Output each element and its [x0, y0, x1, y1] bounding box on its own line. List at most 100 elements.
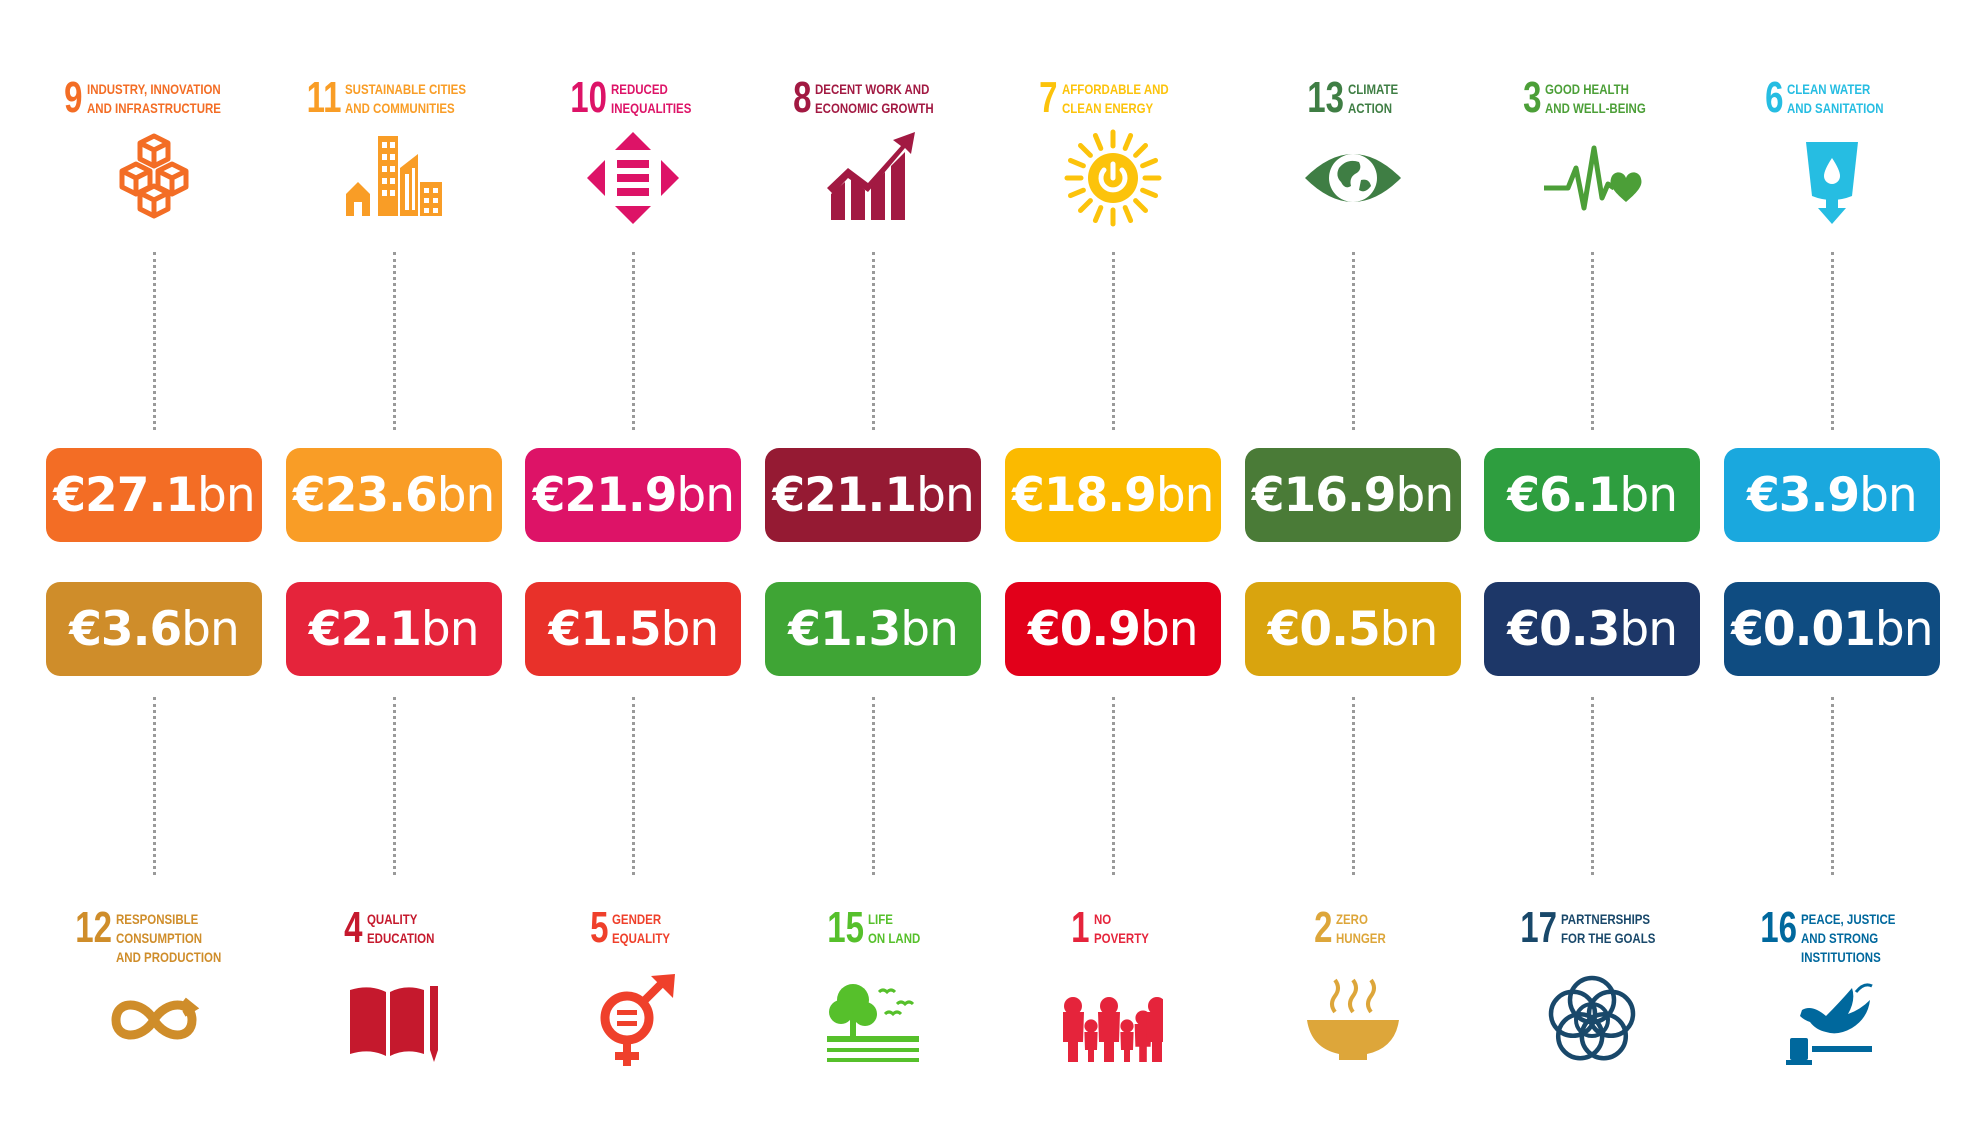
goal-header: 7 AFFORDABLE AND CLEAN ENERGY — [998, 73, 1228, 138]
top-goal: 8 DECENT WORK AND ECONOMIC GROWTH — [758, 76, 988, 228]
goal-title-line1: REDUCED — [610, 81, 668, 97]
goal-title-line2: EQUALITY — [612, 930, 671, 946]
goal-title-line1: RESPONSIBLE — [116, 911, 199, 927]
goal-number: 4 — [344, 903, 363, 952]
top-goal: 9 INDUSTRY, INNOVATION AND INFRASTRUCTUR… — [39, 76, 269, 228]
amount-unit: bn — [676, 467, 735, 523]
goal-header: 16 PEACE, JUSTICE AND STRONG INSTITUTION… — [1717, 903, 1947, 968]
sdg-column: 8 DECENT WORK AND ECONOMIC GROWTH €21.1 b… — [758, 0, 988, 1144]
connector-dots — [153, 697, 156, 875]
goal-title: CLEAN WATER AND SANITATION — [1787, 78, 1884, 118]
goal-title: QUALITY EDUCATION — [367, 908, 434, 948]
top-goal: 11 SUSTAINABLE CITIES AND COMMUNITIES — [279, 73, 509, 228]
goal-number: 15 — [826, 903, 864, 952]
goal-title-line1: LIFE — [867, 911, 893, 927]
goal-number: 17 — [1520, 903, 1558, 952]
amount-value: €6.1 — [1507, 467, 1620, 523]
amount-unit: bn — [900, 601, 959, 657]
bottom-amount-badge: €2.1 bn — [285, 582, 502, 676]
goal-title-line1: PEACE, JUSTICE — [1800, 911, 1896, 927]
goal-number: 11 — [306, 73, 342, 122]
amount-unit: bn — [1619, 601, 1678, 657]
goal-header: 6 CLEAN WATER AND SANITATION — [1717, 73, 1947, 138]
top-amount-badge: €3.9 bn — [1723, 448, 1940, 542]
top-amount-badge: €21.1 bn — [765, 448, 982, 542]
goal-header: 17 PARTNERSHIPS FOR THE GOALS — [1477, 903, 1707, 968]
goal-title-line2: INEQUALITIES — [610, 100, 692, 116]
connector-dots — [1591, 697, 1595, 875]
amount-value: €1.3 — [788, 601, 901, 657]
goal-number: 16 — [1760, 903, 1797, 952]
food-bowl-icon — [1306, 978, 1399, 1060]
goal-number: 3 — [1522, 73, 1541, 122]
goal-title-line2: AND STRONG — [1800, 930, 1878, 946]
bottom-amount-badge: €3.6 bn — [46, 582, 262, 676]
water-glass-icon — [1805, 142, 1858, 224]
bottom-amount-badge: €1.3 bn — [765, 582, 982, 676]
top-goal: 3 GOOD HEALTH AND WELL-BEING — [1477, 73, 1707, 228]
amount-unit: bn — [420, 601, 480, 657]
amount-value: €0.3 — [1507, 601, 1620, 657]
goal-title-line2: CONSUMPTION — [116, 930, 203, 946]
goal-title: CLIMATE ACTION — [1348, 78, 1398, 118]
goal-number: 12 — [75, 903, 113, 952]
amount-unit: bn — [1139, 601, 1199, 657]
goal-header: 12 RESPONSIBLE CONSUMPTION AND PRODUCTIO… — [39, 903, 269, 968]
amount-value: €0.9 — [1028, 601, 1141, 657]
goal-header: 1 NO POVERTY — [998, 903, 1228, 968]
top-goal: 6 CLEAN WATER AND SANITATION — [1717, 73, 1947, 228]
goal-title: PARTNERSHIPS FOR THE GOALS — [1561, 908, 1655, 948]
amount-unit: bn — [1395, 467, 1455, 523]
goal-number: 6 — [1764, 73, 1784, 122]
connector-dots — [632, 252, 636, 430]
amount-unit: bn — [1619, 467, 1678, 523]
goal-number: 1 — [1071, 903, 1090, 952]
bottom-amount-badge: €0.9 bn — [1004, 582, 1221, 676]
amount-unit: bn — [660, 601, 720, 657]
amount-value: €2.1 — [308, 601, 422, 657]
goal-title-line2: AND WELL-BEING — [1544, 100, 1646, 116]
goal-header: 3 GOOD HEALTH AND WELL-BEING — [1477, 73, 1707, 138]
infinity-loop-icon — [111, 997, 200, 1040]
bottom-amount-badge: €1.5 bn — [525, 582, 742, 676]
goal-header: 5 GENDER EQUALITY — [518, 903, 748, 968]
amount-value: €27.1 — [53, 467, 198, 523]
top-amount-badge: €18.9 bn — [1004, 448, 1221, 542]
goal-header: 8 DECENT WORK AND ECONOMIC GROWTH — [758, 76, 988, 138]
connector-dots — [1111, 697, 1115, 875]
book-pencil-icon — [349, 986, 438, 1062]
amount-value: €21.9 — [532, 467, 678, 523]
goal-title-line1: PARTNERSHIPS — [1561, 911, 1651, 927]
goal-title-line2: HUNGER — [1336, 930, 1387, 946]
goal-title-line2: FOR THE GOALS — [1561, 930, 1656, 946]
goal-number: 7 — [1039, 73, 1058, 122]
goal-title-line2: POVERTY — [1093, 930, 1149, 946]
connector-dots — [1830, 697, 1834, 875]
top-goal: 7 AFFORDABLE AND CLEAN ENERGY — [998, 73, 1228, 228]
goal-number: 2 — [1314, 903, 1333, 952]
goal-title-line3: AND PRODUCTION — [116, 949, 222, 965]
goal-title: AFFORDABLE AND CLEAN ENERGY — [1062, 78, 1169, 118]
bottom-goal: 4 QUALITY EDUCATION — [279, 903, 509, 1062]
sdg-column: 13 CLIMATE ACTION €16.9 bn €0.5 bn 2 — [1238, 0, 1468, 1144]
bottom-goal: 16 PEACE, JUSTICE AND STRONG INSTITUTION… — [1717, 903, 1947, 1065]
bottom-goal: 12 RESPONSIBLE CONSUMPTION AND PRODUCTIO… — [39, 903, 269, 1058]
goal-title: DECENT WORK AND ECONOMIC GROWTH — [815, 78, 934, 118]
top-amount-badge: €16.9 bn — [1244, 448, 1461, 542]
goal-number: 5 — [589, 903, 609, 952]
connector-dots — [632, 697, 636, 875]
bottom-goal: 2 ZERO HUNGER — [1238, 903, 1468, 1060]
amount-unit: bn — [916, 467, 975, 523]
linked-rings-icon — [1548, 975, 1636, 1061]
connector-dots — [1830, 252, 1834, 430]
goal-title: GOOD HEALTH AND WELL-BEING — [1545, 78, 1646, 118]
amount-value: €21.1 — [772, 467, 917, 523]
bottom-amount-badge: €0.5 bn — [1244, 582, 1461, 676]
goal-title-line1: GENDER — [612, 911, 662, 927]
sdg-column: 10 REDUCED INEQUALITIES €21.9 bn €1 — [518, 0, 748, 1144]
goal-title: SUSTAINABLE CITIES AND COMMUNITIES — [345, 78, 466, 118]
goal-title-line1: GOOD HEALTH — [1544, 81, 1629, 97]
goal-number: 13 — [1307, 73, 1345, 122]
amount-unit: bn — [197, 467, 256, 523]
amount-value: €16.9 — [1251, 467, 1397, 523]
